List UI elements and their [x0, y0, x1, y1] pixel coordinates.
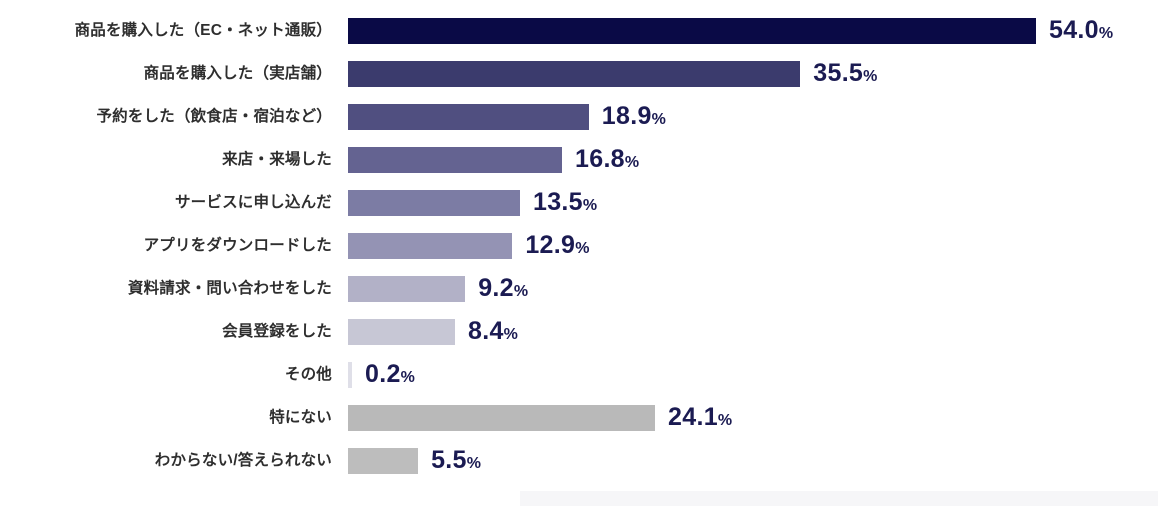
- bar: [348, 17, 1036, 44]
- category-label: 予約をした（飲食店・宿泊など）: [96, 107, 332, 125]
- category-label: 特にない: [269, 408, 332, 426]
- bar-row: 来店・来場した 16.8%: [0, 138, 1158, 181]
- value-label: 12.9%: [525, 233, 589, 258]
- value-number: 24.1: [668, 403, 718, 431]
- percent-symbol: %: [503, 326, 519, 343]
- bar: [348, 318, 456, 345]
- value-number: 9.2: [478, 274, 514, 302]
- bar-row: アプリをダウンロードした 12.9%: [0, 224, 1158, 267]
- value-number: 54.0: [1049, 16, 1099, 44]
- percent-symbol: %: [575, 240, 590, 257]
- value-label: 8.4%: [468, 319, 518, 344]
- value-number: 13.5: [533, 188, 583, 216]
- value-label: 9.2%: [478, 276, 528, 301]
- bar-row: サービスに申し込んだ 13.5%: [0, 181, 1158, 224]
- bar: [348, 189, 520, 216]
- horizontal-bar-chart: 商品を購入した（EC・ネット通販） 54.0% 商品を購入した（実店舗） 35.5% 予…: [0, 9, 1158, 482]
- value-number: 0.2: [365, 360, 401, 388]
- category-label: 商品を購入した（実店舗）: [143, 64, 332, 82]
- percent-symbol: %: [513, 283, 529, 300]
- bar: [348, 60, 801, 87]
- value-label: 0.2%: [365, 362, 415, 387]
- bar-row: 商品を購入した（EC・ネット通販） 54.0%: [0, 9, 1158, 52]
- value-number: 16.8: [575, 145, 625, 173]
- category-label: その他: [284, 365, 332, 383]
- category-label: 来店・来場した: [222, 150, 332, 168]
- value-number: 18.9: [601, 102, 652, 130]
- bar-row: 特にない 24.1%: [0, 396, 1158, 439]
- bar-track: 24.1%: [348, 404, 1158, 431]
- bar: [348, 146, 563, 173]
- value-label: 5.5%: [431, 448, 481, 473]
- bar: [348, 404, 656, 431]
- category-label: 会員登録をした: [222, 322, 332, 340]
- bar-track: 5.5%: [348, 447, 1158, 474]
- bar: [348, 103, 589, 130]
- value-number: 12.9: [525, 231, 576, 259]
- bar-row: 資料請求・問い合わせをした 9.2%: [0, 267, 1158, 310]
- percent-symbol: %: [582, 197, 598, 214]
- percent-symbol: %: [1098, 25, 1114, 42]
- bar-row: その他 0.2%: [0, 353, 1158, 396]
- percent-symbol: %: [717, 412, 733, 429]
- bar: [348, 361, 352, 388]
- category-label: アプリをダウンロードした: [143, 236, 332, 254]
- value-label: 54.0%: [1049, 18, 1113, 43]
- bar-row: 商品を購入した（実店舗） 35.5%: [0, 52, 1158, 95]
- bar-row: わからない/答えられない 5.5%: [0, 439, 1158, 482]
- bar-row: 会員登録をした 8.4%: [0, 310, 1158, 353]
- category-label: サービスに申し込んだ: [174, 193, 332, 211]
- bottom-panel-edge: [520, 491, 1158, 506]
- bar-track: 12.9%: [348, 232, 1158, 259]
- value-label: 35.5%: [813, 61, 877, 86]
- bar-track: 0.2%: [348, 361, 1158, 388]
- bar-track: 16.8%: [348, 146, 1158, 173]
- percent-symbol: %: [651, 111, 667, 128]
- bar: [348, 447, 419, 474]
- bar-track: 9.2%: [348, 275, 1158, 302]
- percent-symbol: %: [466, 455, 482, 472]
- value-label: 16.8%: [575, 147, 639, 172]
- category-label: 資料請求・問い合わせをした: [127, 279, 332, 297]
- percent-symbol: %: [863, 68, 878, 85]
- bar-track: 18.9%: [348, 103, 1158, 130]
- bar-row: 予約をした（飲食店・宿泊など） 18.9%: [0, 95, 1158, 138]
- value-number: 8.4: [468, 317, 504, 345]
- category-label: わからない/答えられない: [154, 451, 332, 469]
- value-label: 13.5%: [533, 190, 597, 215]
- percent-symbol: %: [624, 154, 640, 171]
- value-label: 18.9%: [602, 104, 666, 129]
- bar: [348, 275, 466, 302]
- bar-track: 54.0%: [348, 17, 1158, 44]
- bar-track: 35.5%: [348, 60, 1158, 87]
- bar-track: 13.5%: [348, 189, 1158, 216]
- bar: [348, 232, 513, 259]
- value-label: 24.1%: [668, 405, 732, 430]
- bar-track: 8.4%: [348, 318, 1158, 345]
- percent-symbol: %: [400, 369, 416, 386]
- value-number: 5.5: [431, 446, 467, 474]
- value-number: 35.5: [813, 59, 864, 87]
- category-label: 商品を購入した（EC・ネット通販）: [74, 21, 332, 39]
